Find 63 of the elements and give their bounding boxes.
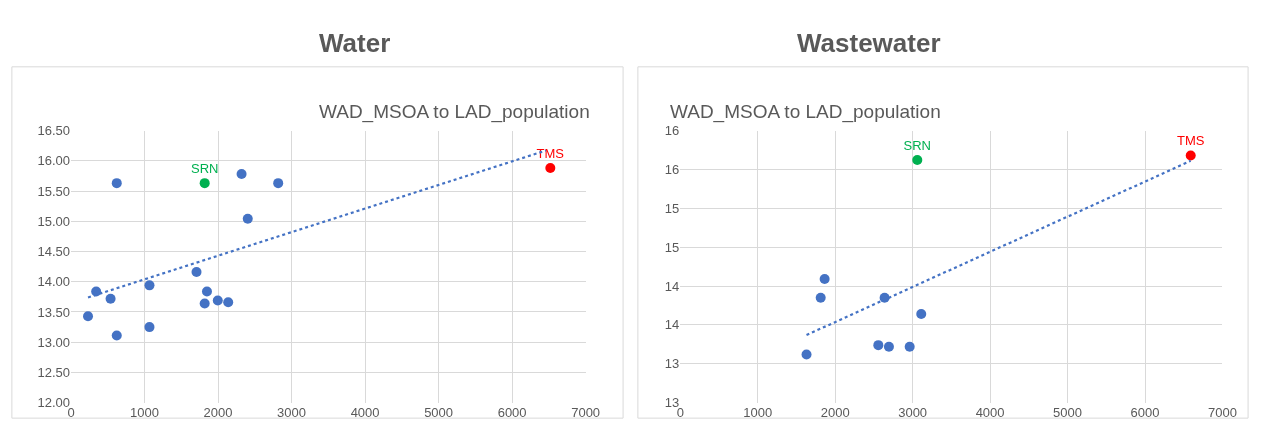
point	[236, 169, 247, 180]
point	[801, 349, 812, 360]
series-label: SRN	[903, 137, 932, 153]
x-tick-label: 5000	[424, 404, 454, 420]
y-tick-label: 16.50	[37, 123, 71, 139]
point	[1185, 150, 1196, 161]
point	[144, 280, 155, 291]
x-tick-label: 7000	[1207, 404, 1237, 420]
y-tick-label: 15.00	[37, 213, 71, 229]
point	[916, 309, 927, 320]
point	[144, 322, 155, 333]
y-tick-label: 14	[664, 278, 680, 294]
y-tick-label: 14.00	[37, 274, 71, 290]
point	[199, 298, 210, 309]
x-tick-label: 5000	[1053, 404, 1082, 420]
point	[191, 267, 202, 278]
series-label: TMS	[1176, 132, 1205, 148]
y-tick-label: 14.50	[37, 244, 71, 260]
point	[199, 178, 210, 189]
y-tick-label: 15	[664, 200, 680, 216]
point	[912, 155, 923, 166]
y-tick-label: 16	[664, 123, 680, 139]
y-tick-label: 13.00	[37, 334, 71, 350]
point	[815, 292, 826, 303]
y-tick-label: 16	[664, 161, 680, 177]
x-tick-label: 4000	[975, 404, 1005, 420]
series-label: TMS	[536, 145, 565, 161]
point	[223, 297, 234, 308]
x-tick-label: 4000	[350, 404, 380, 420]
point	[212, 295, 223, 306]
point	[105, 293, 116, 304]
point	[83, 311, 94, 322]
x-tick-label: 1000	[743, 404, 773, 420]
chart-subtitle: WAD_MSOA to LAD_population	[319, 101, 590, 123]
point	[545, 163, 556, 174]
y-tick-label: 15.50	[37, 183, 71, 199]
y-tick-label: 15	[664, 239, 680, 255]
x-tick-label: 2000	[820, 404, 850, 420]
y-tick-label: 12.50	[37, 365, 71, 380]
y-tick-label: 13	[664, 356, 680, 372]
point	[201, 286, 212, 297]
x-tick-label: 3000	[898, 404, 928, 420]
point	[242, 213, 253, 224]
point	[273, 178, 284, 189]
chart-title: Wastewater	[797, 28, 941, 58]
chart-subtitle: WAD_MSOA to LAD_population	[670, 101, 941, 123]
y-tick-label: 14	[664, 317, 680, 333]
point	[111, 178, 122, 189]
y-tick-label: 13.50	[37, 304, 71, 320]
chart-title: Water	[319, 28, 391, 58]
x-tick-label: 6000	[1130, 404, 1160, 420]
x-tick-label: 6000	[497, 404, 527, 420]
point	[111, 330, 122, 341]
x-tick-label: 7000	[571, 404, 601, 420]
point	[873, 340, 884, 351]
y-tick-label: 16.00	[37, 153, 71, 169]
x-tick-label: 3000	[277, 404, 307, 420]
x-tick-label: 2000	[203, 404, 233, 420]
point	[819, 274, 830, 285]
point	[883, 341, 894, 352]
x-tick-label: 1000	[130, 404, 160, 420]
series-label: SRN	[190, 160, 219, 176]
point	[904, 341, 915, 352]
